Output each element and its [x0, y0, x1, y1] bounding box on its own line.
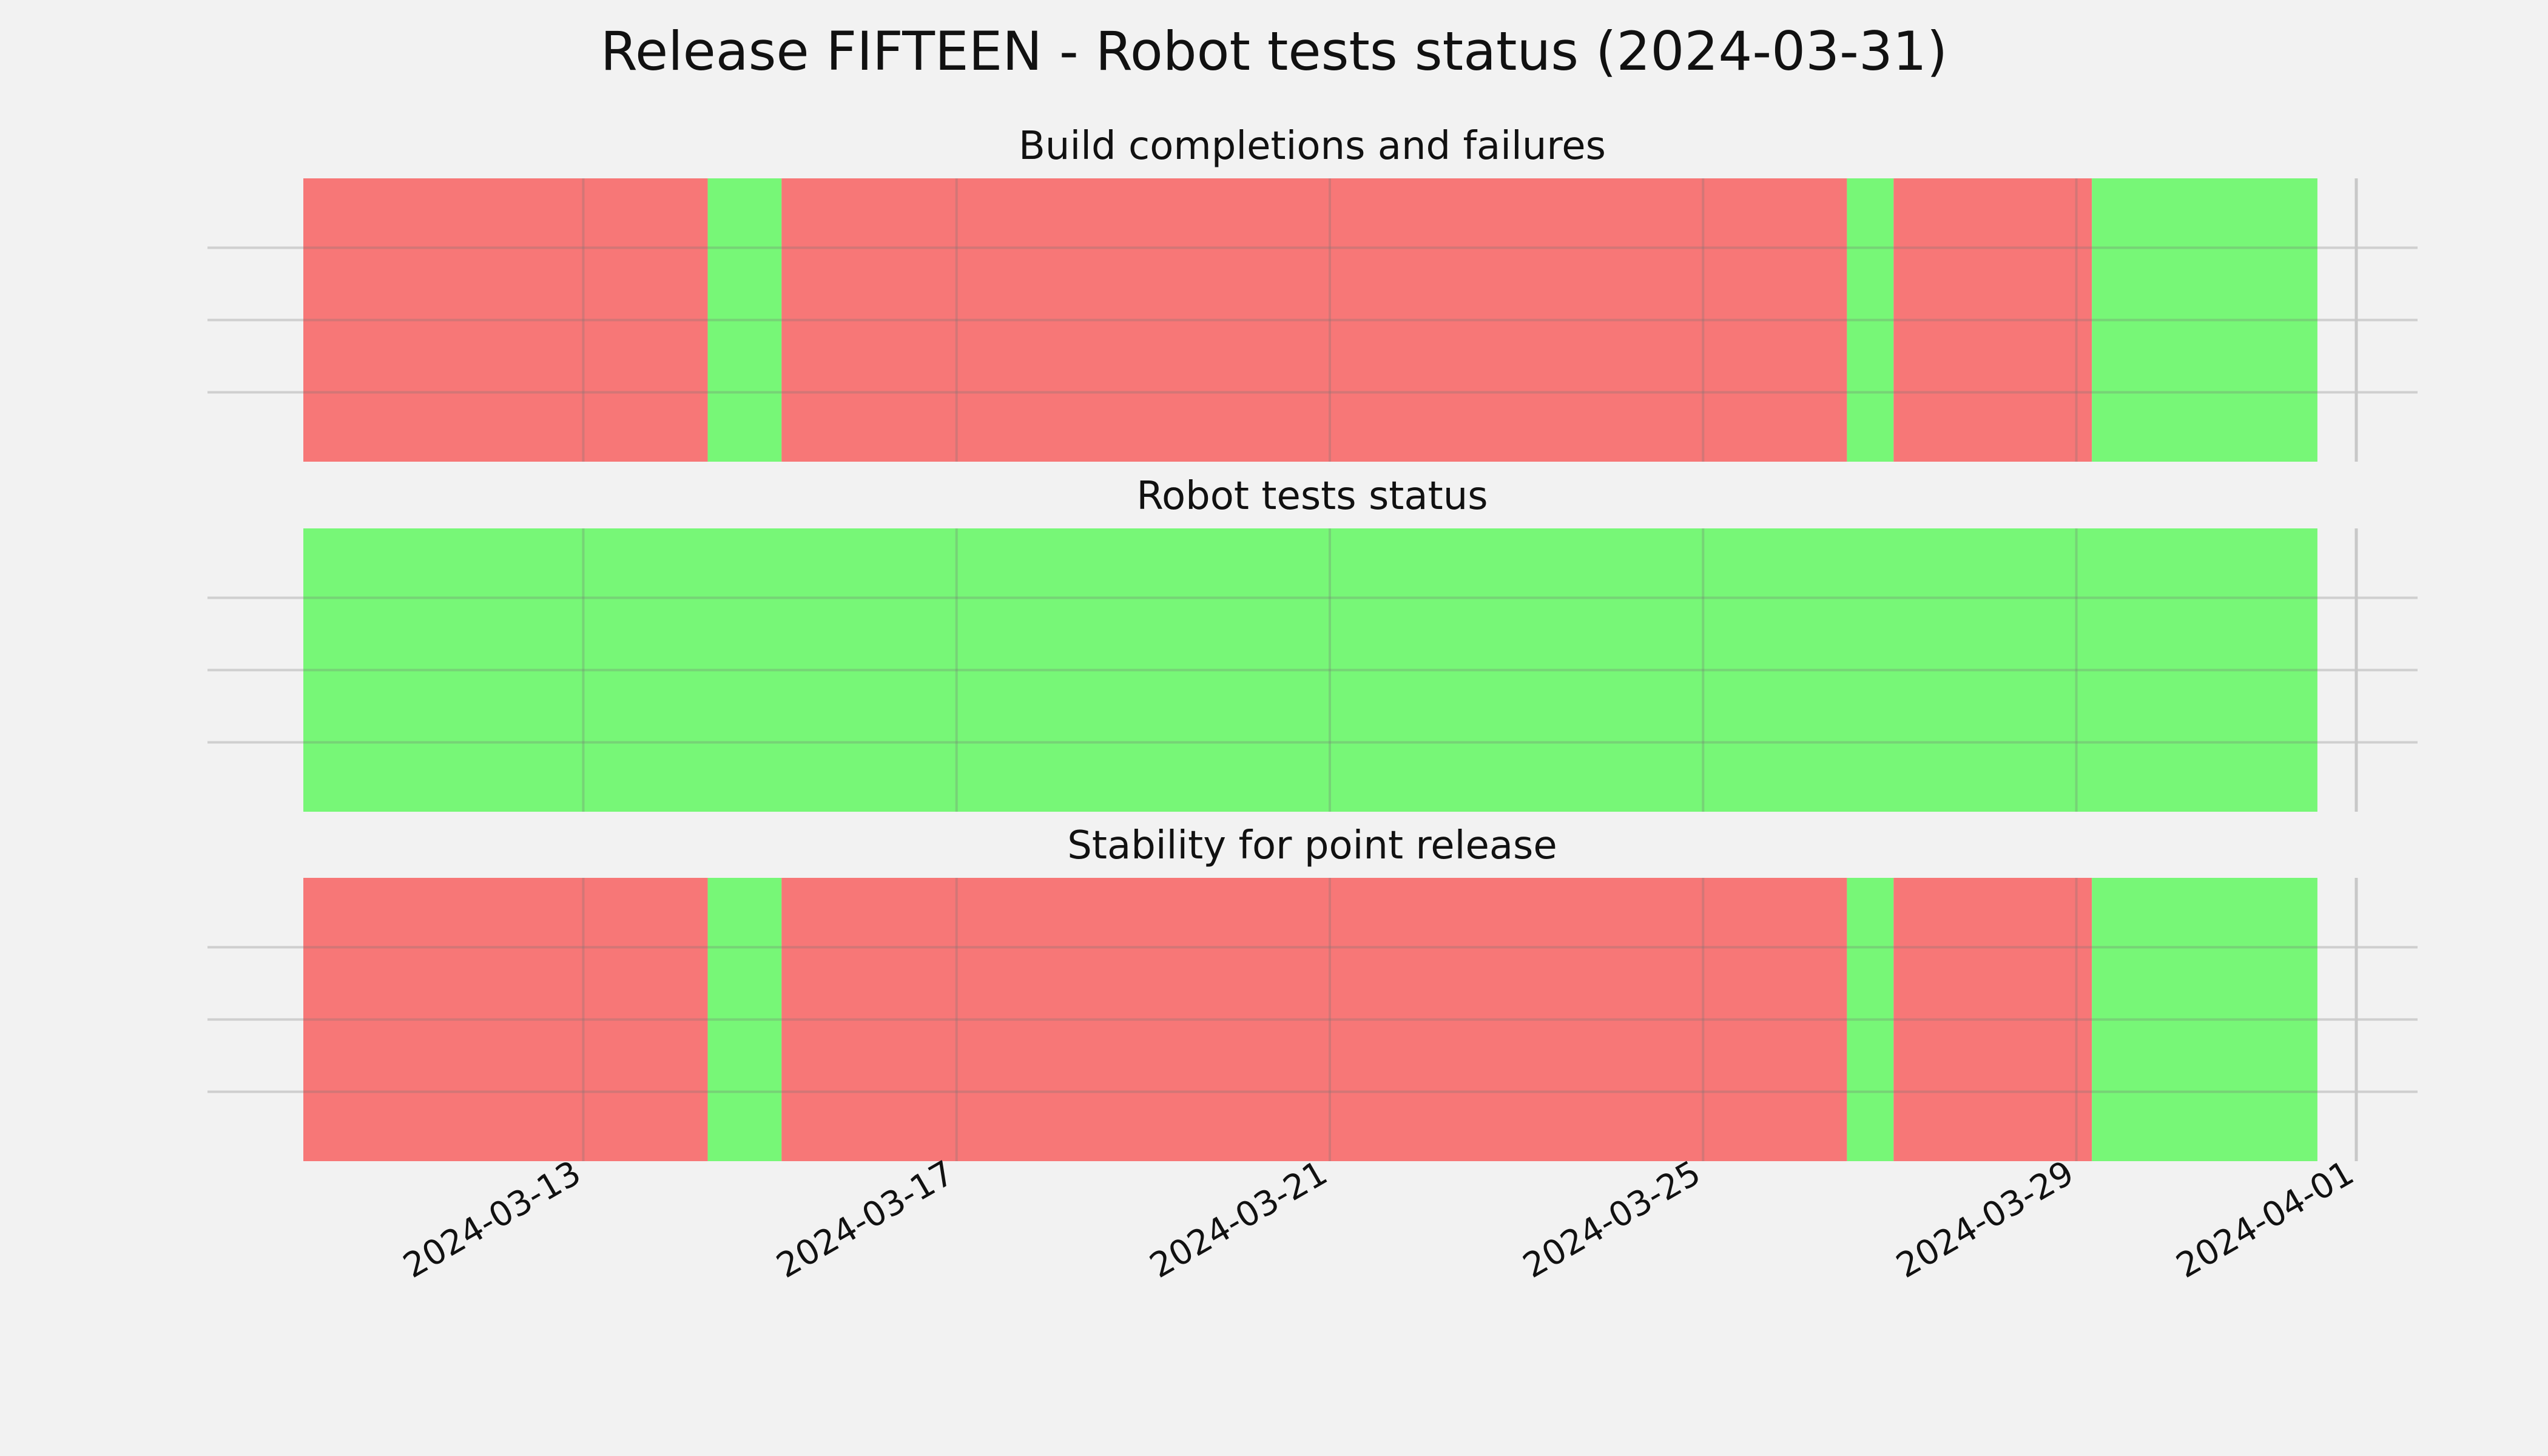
segment-pass: [303, 528, 2317, 812]
panel-title: Stability for point release: [1067, 823, 1557, 868]
segment-pass: [1847, 178, 1894, 462]
panels: Build completions and failures Robot test…: [207, 124, 2418, 1161]
panel-2: Robot tests status: [207, 474, 2418, 812]
segment-fail: [303, 178, 708, 462]
segment-fail: [781, 178, 1847, 462]
segment-pass: [2092, 178, 2317, 462]
segment-fail: [781, 878, 1847, 1161]
segment-pass: [707, 178, 782, 462]
x-tick-label: 2024-04-01: [2170, 1153, 2361, 1286]
panel-3: Stability for point release: [207, 823, 2418, 1161]
x-axis-tick-labels: 2024-03-13 2024-03-17 2024-03-21 2024-03-25…: [397, 1153, 2361, 1286]
x-tick-label: 2024-03-25: [1517, 1153, 1707, 1286]
segment-pass: [1847, 878, 1894, 1161]
x-tick-label: 2024-03-21: [1144, 1153, 1334, 1286]
panel-title: Build completions and failures: [1019, 124, 1606, 169]
x-tick-label: 2024-03-17: [770, 1153, 960, 1286]
x-tick-label: 2024-03-13: [397, 1153, 587, 1286]
x-tick-label: 2024-03-29: [1890, 1153, 2080, 1286]
panel-1: Build completions and failures: [207, 124, 2418, 462]
chart-title: Release FIFTEEN - Robot tests status (20…: [601, 20, 1947, 83]
segment-pass: [2092, 878, 2317, 1161]
segment-fail: [1893, 178, 2092, 462]
segment-fail: [303, 878, 708, 1161]
segment-fail: [1893, 878, 2092, 1161]
panel-title: Robot tests status: [1136, 474, 1488, 519]
segment-pass: [707, 878, 782, 1161]
